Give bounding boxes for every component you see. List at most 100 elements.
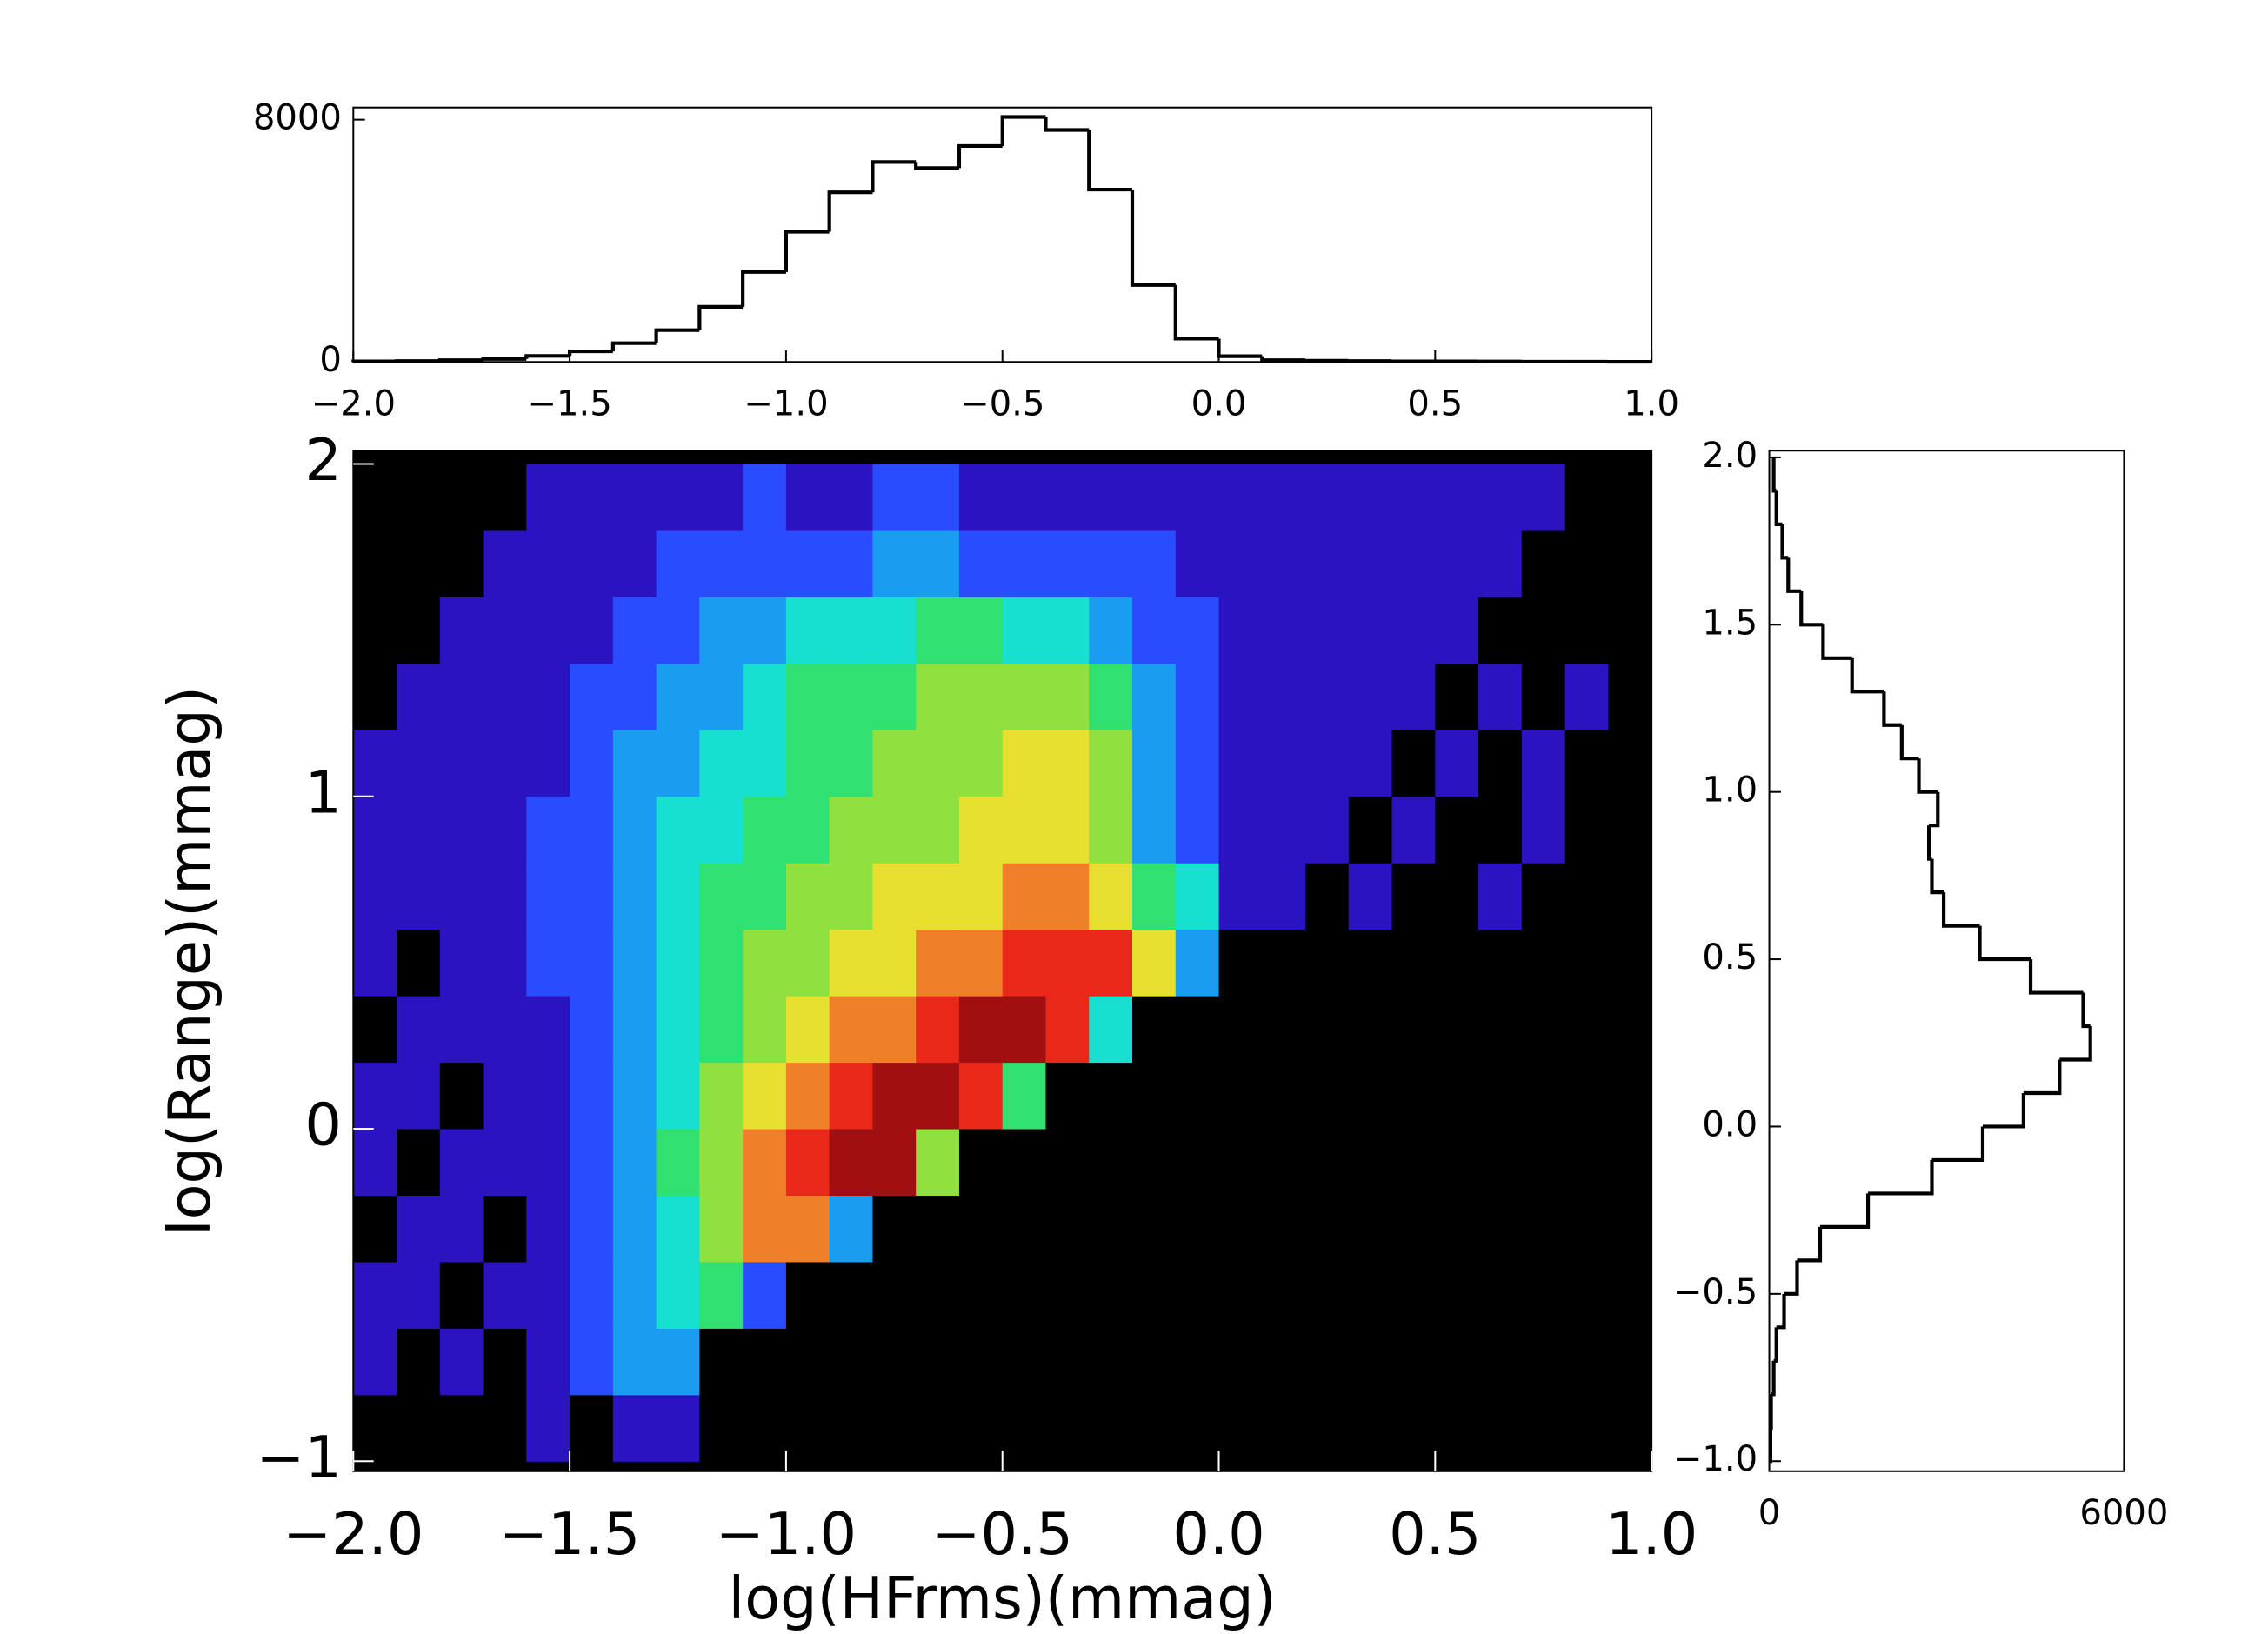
heatmap-cell	[1045, 1328, 1090, 1396]
heatmap-cell	[699, 530, 744, 597]
heatmap-cell	[1564, 663, 1609, 730]
heatmap-cell	[785, 663, 830, 730]
heatmap-cell	[1435, 1394, 1479, 1462]
heatmap-cell	[1218, 530, 1263, 597]
histogram-step	[2028, 959, 2084, 995]
heatmap-cell	[1478, 597, 1523, 664]
heatmap-cell	[1262, 796, 1306, 864]
heatmap-cell	[439, 597, 484, 664]
heatmap-cell	[743, 1261, 787, 1329]
heatmap-cell	[1175, 730, 1220, 797]
heatmap-cell	[872, 796, 917, 864]
heatmap-cell	[656, 1129, 700, 1196]
heatmap-cell	[1564, 464, 1609, 531]
heatmap-cell	[1608, 1129, 1652, 1196]
heatmap-cell	[1305, 1261, 1350, 1329]
heatmap-cell	[1131, 929, 1177, 997]
heatmap-cell	[1521, 597, 1566, 664]
heatmap-cell	[1391, 730, 1436, 797]
heatmap-cell	[1348, 1195, 1393, 1263]
heatmap-cell	[353, 1129, 397, 1196]
heatmap-cell	[1175, 1261, 1220, 1329]
heatmap-cell	[1521, 1328, 1566, 1396]
heatmap-cell	[570, 996, 614, 1064]
heatmap-cell	[785, 996, 830, 1064]
heatmap-cell	[958, 1328, 1004, 1396]
heatmap-cell	[1089, 1328, 1133, 1396]
heatmap-cell	[1131, 530, 1177, 597]
heatmap-cell	[1608, 996, 1652, 1064]
heatmap-cell	[743, 1328, 787, 1396]
heatmap-cell	[1262, 1062, 1306, 1130]
histogram-step	[1773, 1327, 1778, 1363]
heatmap-cell	[1391, 1062, 1436, 1130]
heatmap-cell	[1608, 597, 1652, 664]
heatmap-cell	[699, 863, 744, 930]
heatmap-cell	[526, 996, 570, 1064]
heatmap-cell	[1089, 929, 1133, 997]
heatmap-cell	[353, 929, 397, 997]
heatmap-cell	[1218, 796, 1263, 864]
heatmap-cell	[1564, 530, 1609, 597]
heatmap-cell	[829, 929, 873, 997]
heatmap-cell	[1391, 1394, 1436, 1462]
heatmap-cell	[1521, 730, 1566, 797]
plot-frame	[1768, 450, 2125, 1472]
heatmap-cell	[785, 530, 830, 597]
heatmap-cell	[526, 663, 570, 730]
heatmap-cell	[439, 929, 484, 997]
histogram-step	[871, 160, 917, 193]
heatmap-cell	[1218, 1129, 1263, 1196]
heatmap-cell	[1391, 863, 1436, 930]
heatmap-cell	[1478, 1328, 1523, 1396]
heatmap-cell	[439, 464, 484, 531]
heatmap-cell	[526, 1129, 570, 1196]
heatmap-cell	[1262, 1394, 1306, 1462]
heatmap-cell	[612, 1394, 657, 1462]
heatmap-cell	[612, 796, 657, 864]
histogram-step	[2023, 1059, 2062, 1096]
heatmap-cell	[1218, 996, 1263, 1064]
heatmap-cell	[483, 1394, 527, 1462]
heatmap-cell	[1218, 464, 1263, 531]
heatmap-cell	[785, 1261, 830, 1329]
heatmap-cell	[1478, 1062, 1523, 1130]
heatmap-cell	[785, 1394, 830, 1462]
heatmap-cell	[1175, 996, 1220, 1064]
heatmap-cell	[1131, 597, 1177, 664]
heatmap-cell	[1435, 464, 1479, 531]
heatmap-cell	[829, 1394, 873, 1462]
heatmap-cell	[916, 863, 960, 930]
histogram-step	[1899, 724, 1919, 761]
heatmap-cell	[872, 1195, 917, 1263]
heatmap-cell	[916, 929, 960, 997]
heatmap-cell	[785, 1129, 830, 1196]
heatmap-cell	[1089, 730, 1133, 797]
heatmap-cell	[1045, 1062, 1090, 1130]
heatmap-cell	[1348, 1129, 1393, 1196]
heatmap-cell	[570, 929, 614, 997]
heatmap-cell	[483, 1062, 527, 1130]
heatmap-cell	[1218, 1394, 1263, 1462]
heatmap-cell	[1391, 796, 1436, 864]
histogram-step	[697, 304, 744, 330]
heatmap-cell	[483, 863, 527, 930]
histogram-step	[481, 357, 527, 361]
x-tick-label: 0.0	[1191, 383, 1247, 424]
heatmap-cell	[1435, 796, 1479, 864]
heatmap-cell	[1218, 1261, 1263, 1329]
heatmap-cell	[439, 1129, 484, 1196]
heatmap-cell	[483, 1328, 527, 1396]
heatmap-cell	[1045, 796, 1090, 864]
heatmap-cell	[958, 530, 1004, 597]
heatmap-cell	[1045, 663, 1090, 730]
heatmap-cell	[483, 597, 527, 664]
heatmap-cell	[1045, 530, 1090, 597]
heatmap-cell	[612, 996, 657, 1064]
heatmap-cell	[958, 1195, 1004, 1263]
heatmap-cell	[1218, 1328, 1263, 1396]
heatmap-cell	[1564, 796, 1609, 864]
histogram-step	[784, 230, 830, 272]
heatmap-cell	[1391, 663, 1436, 730]
histogram-step	[1130, 190, 1176, 287]
